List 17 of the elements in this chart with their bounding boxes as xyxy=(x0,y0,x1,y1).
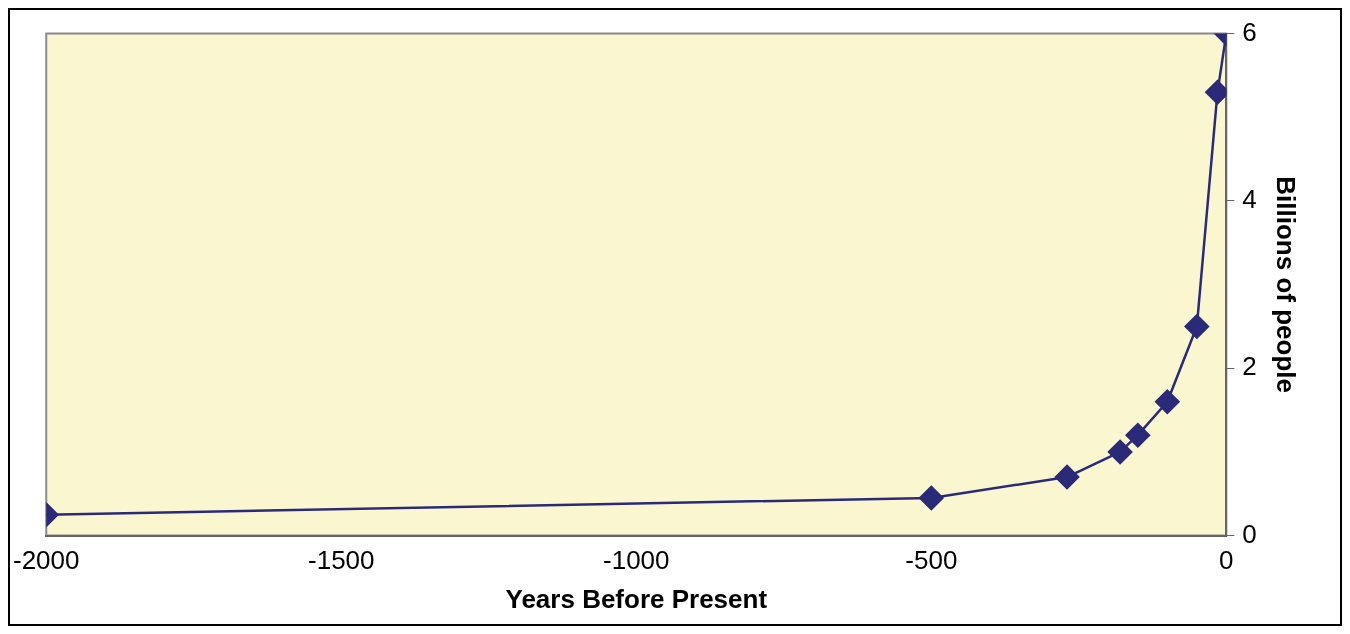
y-tick-label: 4 xyxy=(1242,184,1257,215)
x-tick-label: -1500 xyxy=(308,545,375,576)
point xyxy=(1125,422,1151,448)
y-tick-label: 2 xyxy=(1242,351,1257,382)
x-tick-label: -1000 xyxy=(603,545,670,576)
x-axis-title: Years Before Present xyxy=(505,583,768,614)
point xyxy=(1107,439,1133,465)
point xyxy=(919,485,944,511)
x-tick-label: -500 xyxy=(905,545,958,576)
y-axis-title: Billions of people xyxy=(1271,176,1302,393)
y-tick-label: 6 xyxy=(1242,16,1257,47)
point xyxy=(1184,314,1210,339)
point xyxy=(1054,464,1080,490)
x-tick-label: -2000 xyxy=(13,545,80,576)
x-tick-label: 0 xyxy=(1219,545,1234,576)
y-tick-label: 0 xyxy=(1242,518,1257,549)
point xyxy=(1155,389,1180,414)
